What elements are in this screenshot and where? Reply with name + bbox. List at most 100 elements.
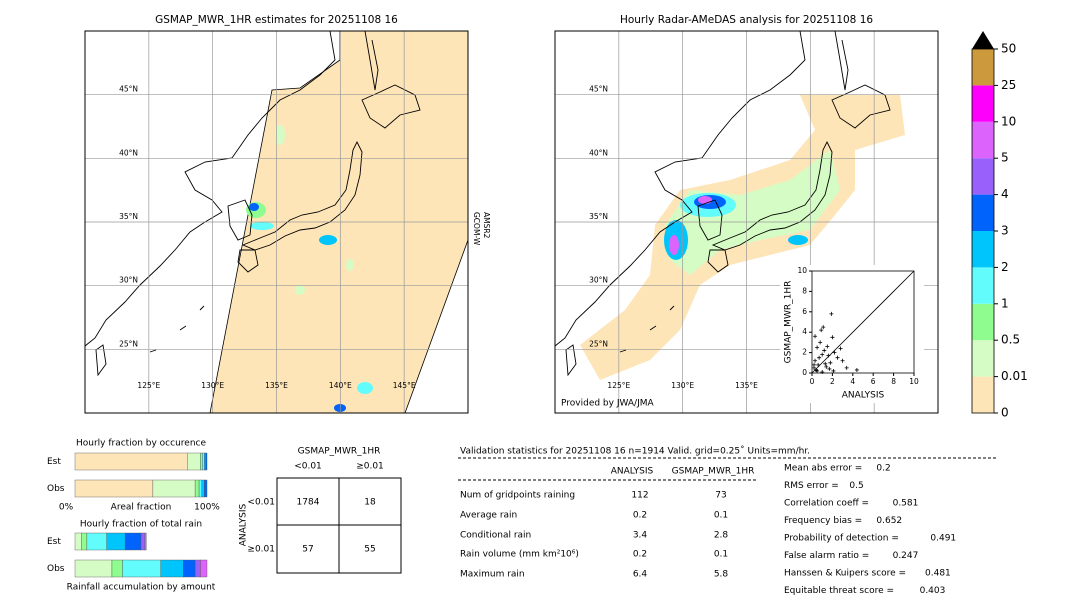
category-label: Est <box>47 457 61 467</box>
overlay-layer: GSMAP_MWR_1HR estimates for 20251108 16 G… <box>47 14 1028 596</box>
score-value: 0.2 <box>876 464 890 474</box>
stats-label: Conditional rain <box>460 531 531 541</box>
map-title: Hourly Radar-AMeDAS analysis for 2025110… <box>620 14 873 26</box>
point <box>815 368 820 373</box>
colorbar-segment <box>972 267 994 304</box>
table-cell: 55 <box>364 545 375 555</box>
row-label: ≥0.01 <box>247 545 275 555</box>
score-label: False alarm ratio = <box>784 551 869 561</box>
lon-label: 135°E <box>735 381 758 390</box>
chart-title: Hourly fraction of total rain <box>80 520 202 530</box>
rain-area <box>319 235 337 245</box>
credit: Provided by JWA/JMA <box>561 399 654 409</box>
bar-segment <box>74 559 113 578</box>
inset-background <box>780 265 924 403</box>
inset-frame <box>811 270 915 374</box>
bar-segment <box>200 559 208 578</box>
lat-label: 30°N <box>589 276 608 285</box>
table-header: GSMAP_MWR_1HR <box>298 447 381 457</box>
rain-area <box>357 382 373 394</box>
colorbar-segment <box>972 158 994 195</box>
colorbar-segment <box>972 121 994 159</box>
lat-label: 45°N <box>589 85 608 94</box>
sensor-label: GCOM-W <box>472 212 481 246</box>
score-label: RMS error = <box>784 481 839 491</box>
point <box>824 364 829 369</box>
stats-column: GSMAP_MWR_1HR <box>672 467 755 477</box>
bar-segment <box>124 532 142 551</box>
point <box>828 360 833 365</box>
stats-value: 2.8 <box>714 531 729 541</box>
point <box>822 348 827 353</box>
lat-label: 30°N <box>119 276 138 285</box>
rain-area <box>698 196 712 204</box>
stats-value: 0.2 <box>633 511 647 521</box>
colorbar-label: 5 <box>1001 151 1009 165</box>
stats-value: 0.2 <box>633 550 647 560</box>
x-tick-label: 8 <box>891 377 896 386</box>
rain-area <box>788 235 808 245</box>
colorbar-label: 10 <box>1001 114 1016 128</box>
colorbar-segment <box>972 376 994 413</box>
y-axis-label: GSMAP_MWR_1HR <box>784 281 794 364</box>
rain-area <box>250 222 274 230</box>
col-label: ≥0.01 <box>356 462 384 472</box>
score-value: 0.481 <box>925 569 951 579</box>
chart-title: Hourly fraction by occurence <box>76 439 206 449</box>
bar-segment <box>81 532 88 551</box>
bar-segment <box>198 479 202 498</box>
lat-label: 35°N <box>119 212 138 221</box>
y-tick-label: 0 <box>802 368 807 377</box>
lon-label: 140°E <box>329 381 352 390</box>
point <box>827 366 832 371</box>
table-cell: 1784 <box>297 498 320 508</box>
category-label: Obs <box>47 564 65 574</box>
point <box>831 368 836 373</box>
lat-label: 45°N <box>119 85 138 94</box>
point <box>815 345 820 350</box>
colorbar-segment <box>972 340 994 377</box>
colorbar-label: 3 <box>1001 224 1009 238</box>
score-label: Correlation coeff = <box>784 499 869 509</box>
score-value: 0.403 <box>920 586 946 596</box>
stats-value: 0.1 <box>714 550 728 560</box>
point <box>840 358 845 363</box>
colorbar-label: 4 <box>1001 187 1009 201</box>
category-label: Est <box>47 537 61 547</box>
x-tick-label: 10 <box>909 377 919 386</box>
colorbar-segment <box>972 85 994 122</box>
lon-label: 130°E <box>201 381 224 390</box>
point <box>844 365 849 370</box>
stats-title: Validation statistics for 20251108 16 n=… <box>460 446 810 457</box>
lat-label: 35°N <box>589 212 608 221</box>
x-axis-label: Areal fraction <box>111 503 172 513</box>
x-tick-label: 0% <box>59 503 74 513</box>
stats-value: 6.4 <box>633 570 648 580</box>
score-value: 0.581 <box>893 499 919 509</box>
bar-segment <box>144 532 147 551</box>
point <box>838 346 843 351</box>
bar-segment <box>186 452 201 471</box>
stats-value: 3.4 <box>633 531 648 541</box>
lat-label: 25°N <box>589 339 608 348</box>
bar-segment <box>74 452 188 471</box>
point <box>820 352 825 357</box>
point <box>829 311 834 316</box>
point <box>816 362 821 367</box>
right-map <box>555 31 905 380</box>
bar-segment <box>106 532 126 551</box>
colorbar-label: 25 <box>1001 78 1016 92</box>
colorbar-segment <box>972 303 994 341</box>
lon-label: 125°E <box>137 381 160 390</box>
stats-label: Average rain <box>460 511 517 521</box>
rain-area <box>669 235 679 255</box>
point <box>812 362 817 367</box>
bar-segment <box>74 532 82 551</box>
bar-segment <box>194 479 200 498</box>
bar-segment <box>122 559 161 578</box>
col-label: <0.01 <box>294 462 322 472</box>
colorbar-label: 1 <box>1001 296 1009 310</box>
point <box>821 325 826 330</box>
bar-segment <box>204 479 208 498</box>
point <box>835 355 840 360</box>
